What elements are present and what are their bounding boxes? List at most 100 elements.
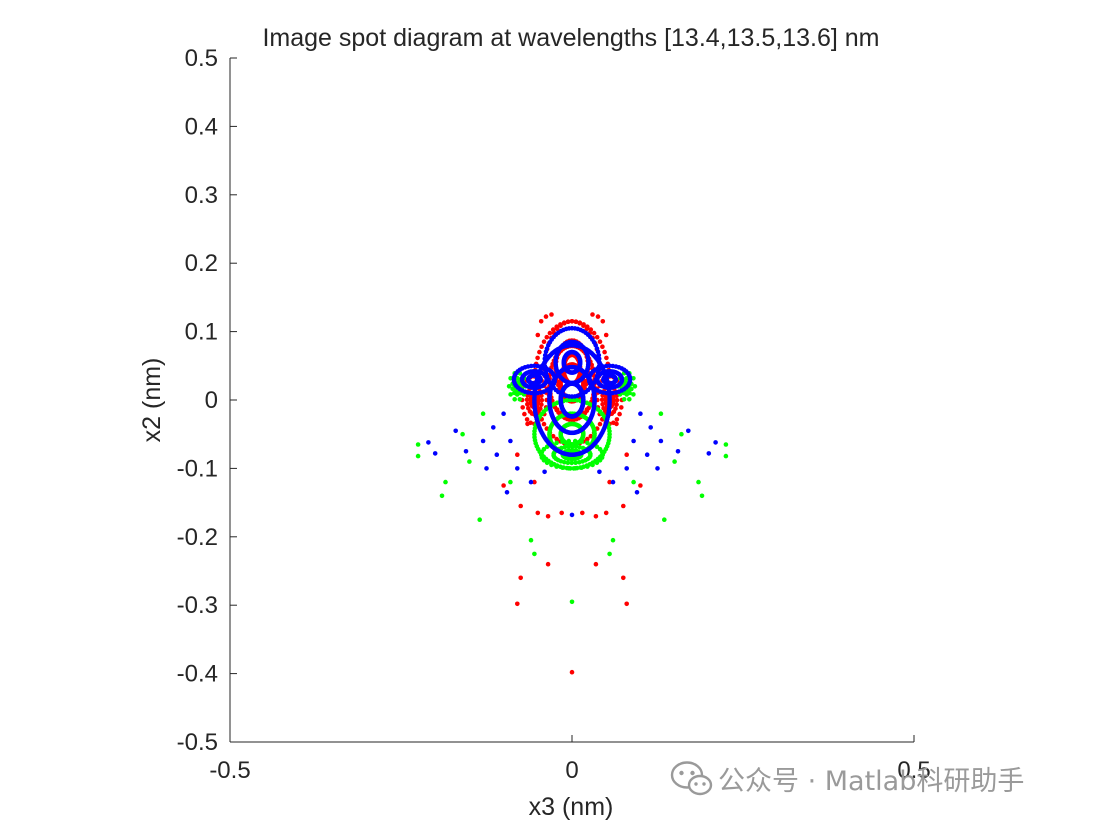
data-point	[658, 411, 664, 417]
y-tick-label: 0.3	[185, 182, 218, 209]
data-point	[572, 438, 578, 444]
y-axis-label: x2 (nm)	[138, 358, 166, 443]
x-axis-label: x3 (nm)	[529, 793, 614, 821]
data-point	[554, 407, 560, 412]
data-point	[426, 440, 431, 445]
data-point	[517, 397, 523, 402]
data-point	[560, 465, 565, 471]
data-point	[583, 382, 589, 387]
data-point	[541, 421, 547, 427]
data-point	[588, 433, 594, 439]
data-point	[621, 575, 626, 581]
data-point	[544, 460, 550, 466]
data-point	[569, 512, 575, 518]
data-point	[613, 406, 618, 411]
data-point	[562, 459, 567, 465]
data-point	[566, 466, 572, 471]
data-point	[550, 433, 556, 439]
data-point	[610, 537, 616, 543]
data-point	[535, 510, 541, 516]
data-point	[532, 551, 537, 557]
data-point	[463, 449, 469, 454]
data-point	[508, 438, 513, 444]
data-point	[559, 510, 564, 516]
data-point	[535, 355, 540, 361]
data-point	[542, 356, 548, 362]
data-point	[537, 349, 542, 355]
data-point	[607, 479, 612, 485]
data-point	[573, 460, 578, 466]
data-point	[631, 438, 636, 444]
data-point	[581, 323, 586, 329]
data-point	[591, 427, 597, 433]
data-point	[607, 435, 612, 440]
data-point	[542, 360, 547, 365]
data-point	[634, 490, 640, 495]
data-point	[631, 479, 636, 485]
data-point	[600, 401, 605, 407]
data-point	[579, 465, 584, 471]
x-tick-label: 0	[565, 757, 578, 784]
data-point	[599, 397, 605, 403]
data-point	[607, 399, 612, 405]
data-point	[655, 466, 660, 471]
data-point	[624, 452, 629, 458]
data-point	[558, 323, 563, 329]
data-point	[494, 452, 500, 458]
data-point	[696, 479, 701, 485]
data-point	[571, 397, 576, 403]
data-point	[515, 601, 520, 607]
data-point	[570, 444, 575, 449]
data-point	[484, 466, 489, 471]
data-point	[627, 390, 632, 396]
wechat-icon	[670, 761, 713, 796]
data-point	[706, 451, 712, 456]
data-point	[686, 428, 691, 434]
data-point	[607, 551, 612, 557]
data-point	[584, 407, 590, 412]
data-point	[569, 669, 575, 675]
y-tick-label: -0.2	[177, 524, 218, 551]
y-tick-label: -0.4	[177, 661, 218, 688]
data-point	[593, 514, 599, 519]
data-point	[590, 312, 595, 317]
data-point	[597, 360, 602, 365]
y-tick-label: 0.1	[185, 319, 218, 346]
data-point	[415, 453, 421, 459]
data-point	[537, 375, 543, 381]
data-point	[603, 332, 609, 338]
data-point	[453, 428, 459, 434]
data-point	[560, 439, 565, 445]
data-point	[544, 376, 549, 381]
data-point	[467, 459, 472, 464]
data-point	[520, 405, 525, 410]
data-point	[591, 330, 597, 336]
data-point	[574, 398, 580, 403]
x-tick-label: 0.5	[897, 757, 930, 784]
data-point	[528, 537, 534, 543]
data-point	[624, 466, 629, 471]
data-point	[619, 405, 624, 410]
data-point	[541, 339, 547, 345]
data-point	[619, 376, 625, 381]
data-point	[632, 384, 638, 389]
data-point	[552, 379, 557, 384]
data-point	[588, 451, 593, 457]
data-point	[579, 439, 584, 445]
data-point	[576, 355, 582, 360]
data-point	[539, 402, 544, 407]
y-tick-label: 0	[205, 387, 218, 414]
data-point	[538, 406, 543, 411]
data-point	[573, 319, 579, 325]
data-point	[610, 479, 616, 485]
data-point	[585, 356, 591, 361]
data-point	[562, 321, 567, 326]
data-point	[610, 395, 616, 401]
data-point	[624, 601, 629, 607]
data-point	[554, 326, 560, 332]
data-point	[612, 375, 618, 381]
data-point	[585, 464, 590, 469]
data-point	[554, 440, 559, 446]
y-tick-label: 0.5	[185, 45, 218, 72]
data-point	[524, 417, 530, 422]
